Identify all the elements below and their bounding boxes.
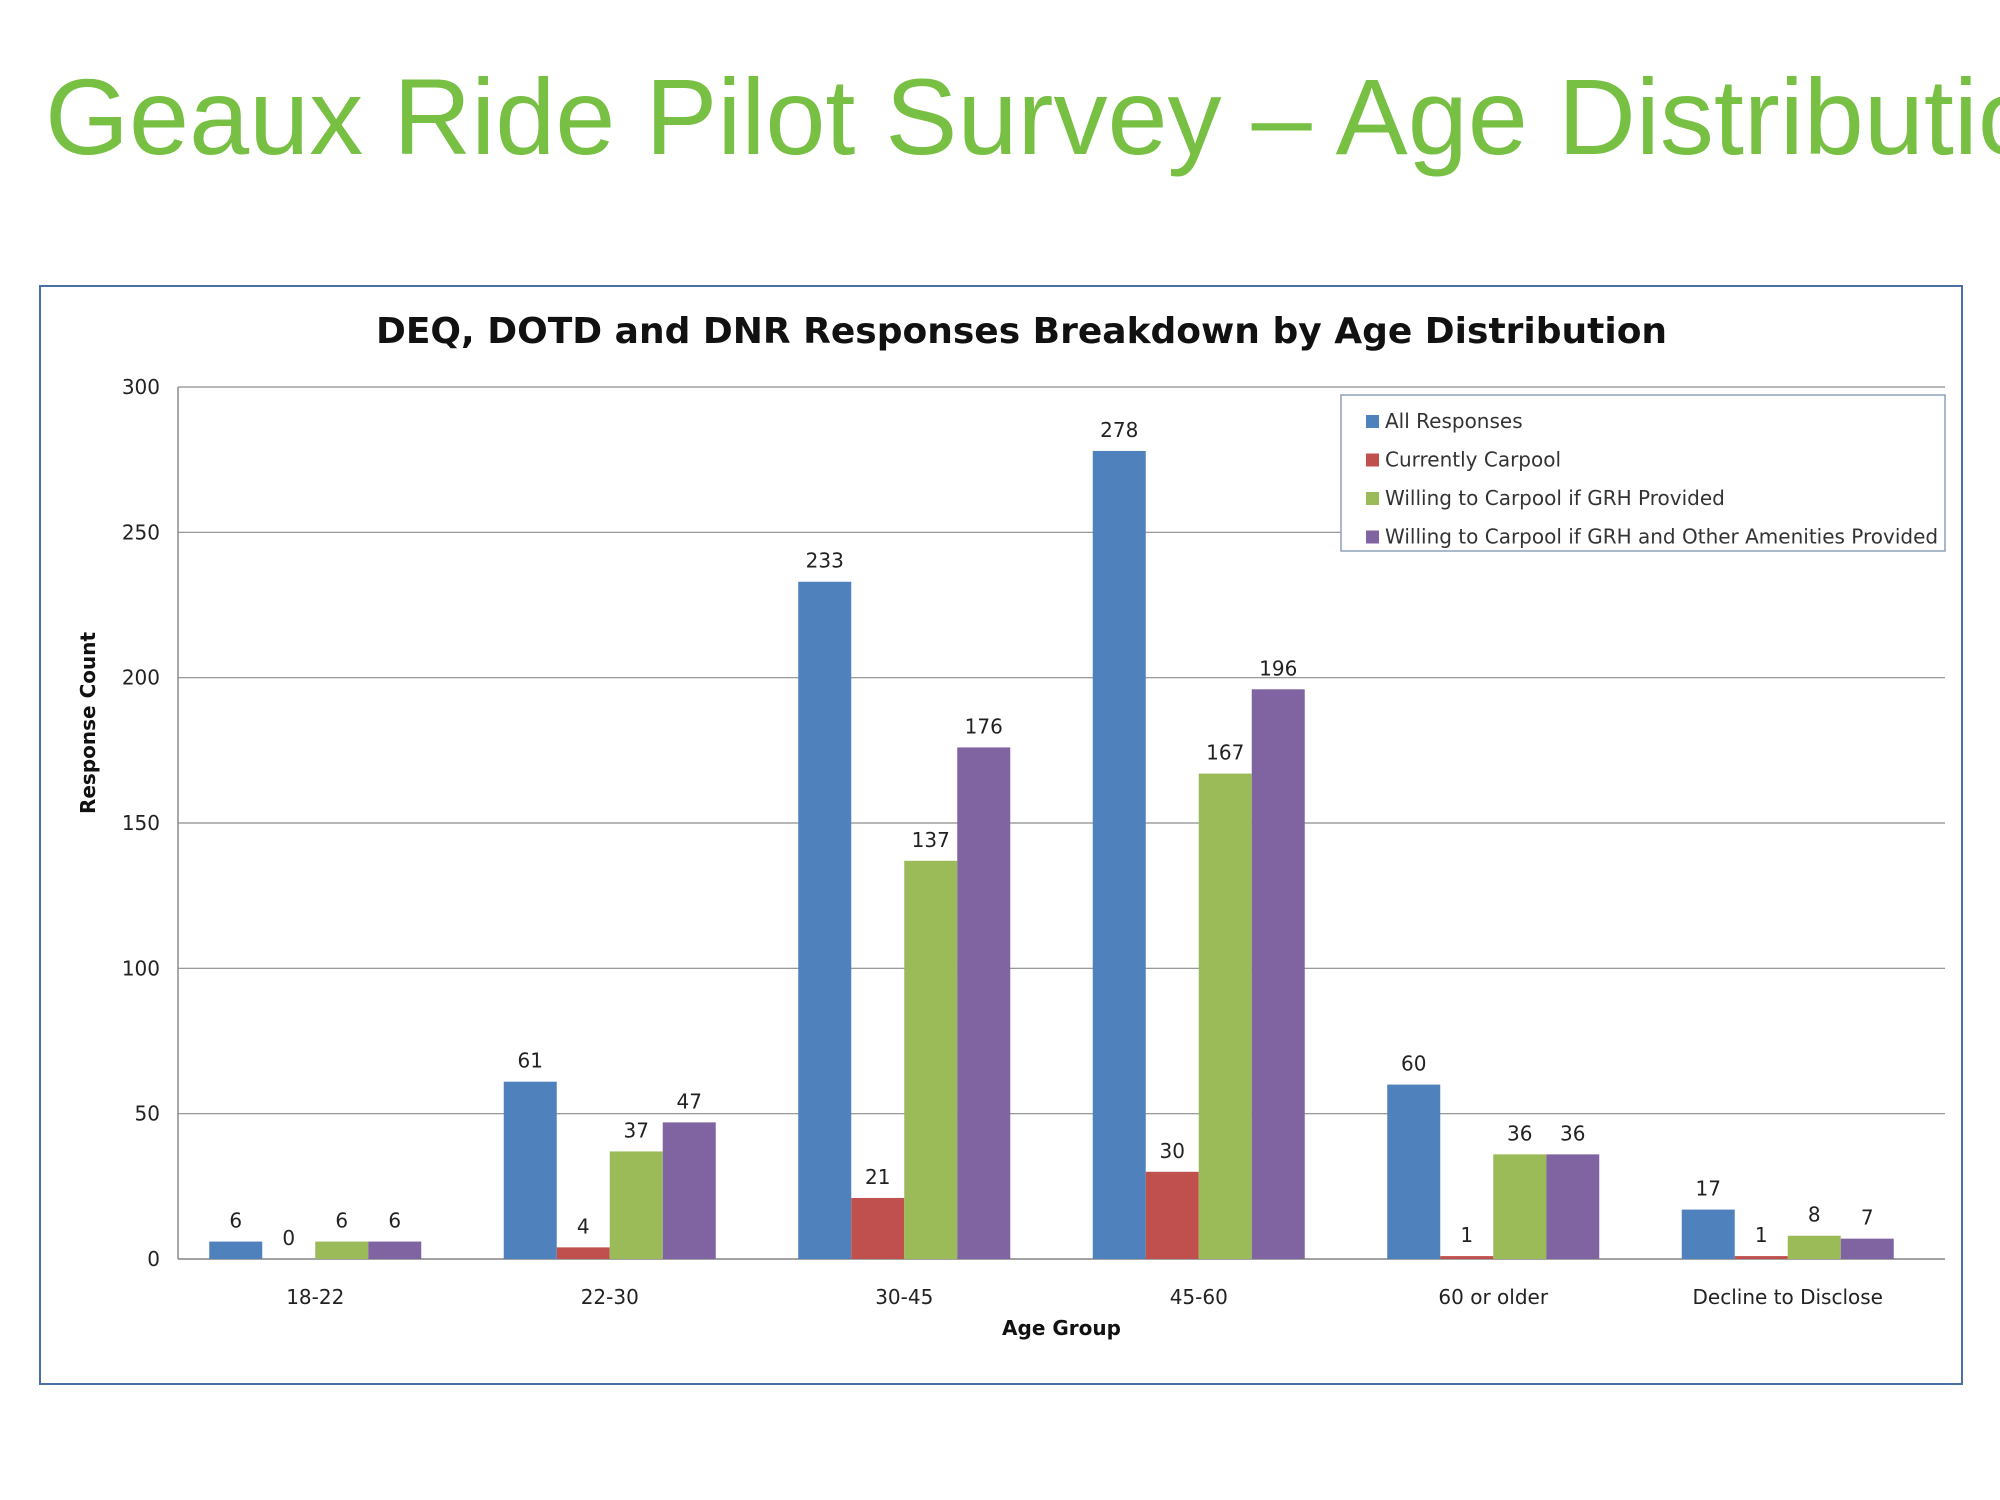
data-label: 37	[624, 1118, 649, 1142]
bar	[209, 1241, 263, 1259]
data-label: 6	[229, 1209, 242, 1233]
legend-box	[1340, 394, 1946, 552]
data-label: 0	[282, 1226, 295, 1250]
legend-entry: All Responses	[1385, 409, 1523, 433]
data-label: 6	[388, 1209, 401, 1233]
y-tick-label: 0	[147, 1247, 160, 1271]
data-label: 36	[1560, 1121, 1585, 1145]
data-label: 36	[1507, 1121, 1532, 1145]
bar	[315, 1241, 369, 1259]
data-label: 1	[1460, 1223, 1473, 1247]
bar	[1145, 1171, 1199, 1259]
x-tick-label: 30-45	[875, 1285, 933, 1309]
bar	[662, 1122, 716, 1259]
bar	[556, 1247, 610, 1259]
data-label: 17	[1696, 1177, 1721, 1201]
data-label: 8	[1808, 1203, 1821, 1227]
data-label: 4	[577, 1214, 590, 1238]
data-label: 233	[806, 549, 844, 573]
legend-entry: Currently Carpool	[1385, 448, 1561, 472]
data-label: 47	[677, 1089, 702, 1113]
data-label: 1	[1755, 1223, 1768, 1247]
bar	[1387, 1084, 1441, 1259]
chart-title: DEQ, DOTD and DNR Responses Breakdown by…	[376, 311, 1667, 352]
bar	[798, 581, 852, 1259]
data-label: 6	[335, 1209, 348, 1233]
x-tick-label: 45-60	[1170, 1285, 1228, 1309]
legend-entry: Willing to Carpool if GRH Provided	[1385, 486, 1725, 510]
data-label: 196	[1259, 656, 1297, 680]
legend-entry: Willing to Carpool if GRH and Other Amen…	[1385, 525, 1938, 549]
bar	[1198, 773, 1252, 1259]
bar	[368, 1241, 422, 1259]
legend-swatch	[1366, 530, 1379, 544]
data-label: 167	[1206, 741, 1244, 765]
y-axis-title: Response Count	[76, 632, 100, 814]
bar	[503, 1081, 557, 1259]
bar	[1840, 1238, 1894, 1259]
y-tick-label: 150	[122, 811, 160, 835]
data-label: 278	[1100, 418, 1138, 442]
bar-chart: DEQ, DOTD and DNR Responses Breakdown by…	[76, 311, 1946, 1340]
data-label: 137	[912, 828, 950, 852]
bar	[1681, 1209, 1735, 1259]
x-tick-label: 18-22	[286, 1285, 344, 1309]
bar	[1440, 1256, 1494, 1259]
x-tick-label: 22-30	[581, 1285, 639, 1309]
chart-frame: DEQ, DOTD and DNR Responses Breakdown by…	[39, 285, 1963, 1385]
x-axis-title: Age Group	[1002, 1316, 1121, 1340]
data-label: 61	[518, 1049, 543, 1073]
data-label: 21	[865, 1165, 890, 1189]
legend-swatch	[1366, 415, 1379, 428]
legend-swatch	[1366, 492, 1379, 505]
bar	[1734, 1256, 1788, 1259]
bar	[1787, 1235, 1841, 1259]
bar	[1092, 450, 1146, 1259]
bar	[609, 1151, 663, 1259]
data-label: 30	[1160, 1139, 1185, 1163]
bar	[957, 747, 1011, 1259]
x-tick-label: Decline to Disclose	[1693, 1285, 1883, 1309]
bar	[904, 860, 958, 1259]
y-tick-label: 100	[122, 956, 160, 980]
y-tick-label: 50	[135, 1102, 160, 1126]
y-tick-label: 300	[122, 375, 160, 399]
bar	[1493, 1154, 1547, 1259]
y-tick-label: 250	[122, 520, 160, 544]
data-label: 176	[965, 714, 1003, 738]
data-label: 7	[1861, 1206, 1874, 1230]
bar	[1251, 689, 1305, 1259]
bar	[851, 1197, 905, 1259]
x-tick-label: 60 or older	[1438, 1285, 1548, 1309]
legend-swatch	[1366, 453, 1379, 467]
data-label: 60	[1401, 1052, 1426, 1076]
y-tick-label: 200	[122, 666, 160, 690]
slide-title: Geaux Ride Pilot Survey – Age Distributi…	[45, 56, 2000, 177]
bar	[1546, 1154, 1600, 1259]
